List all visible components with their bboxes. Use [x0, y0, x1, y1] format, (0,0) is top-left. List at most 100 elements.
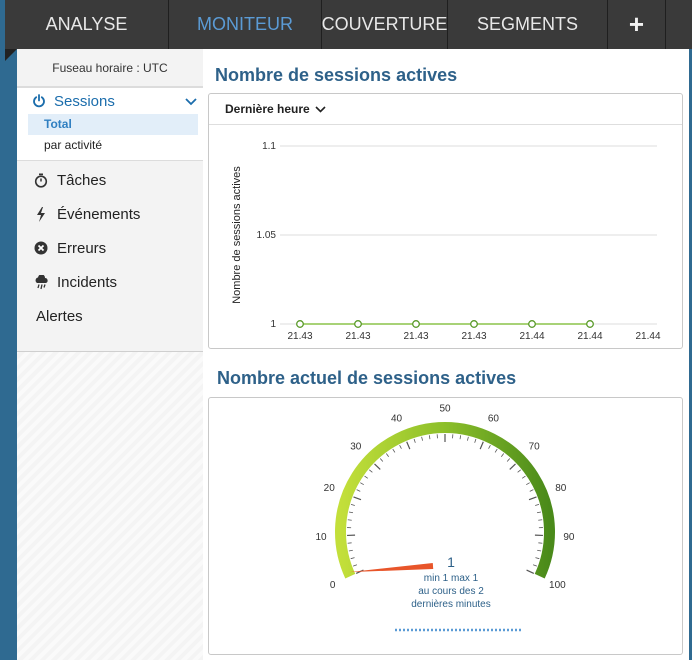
gauge-minor-tick	[474, 438, 477, 443]
storm-cloud-icon	[33, 274, 49, 290]
data-point	[354, 320, 362, 328]
sessions-group: Sessions Total par activité	[17, 87, 203, 161]
data-point	[412, 320, 420, 328]
gauge-major-tick	[353, 496, 362, 501]
data-point	[296, 320, 304, 328]
gauge-tick-label: 80	[555, 483, 567, 494]
gauge-minor-tick	[348, 511, 354, 514]
gauge-tick-label: 30	[350, 441, 362, 452]
sessions-line-chart: 1 1.05 1.1 Nombre de sessions actives 21.43 2…	[231, 141, 661, 342]
x-tick-label: 21.43	[287, 331, 312, 342]
section-title-current-sessions: Nombre actuel de sessions actives	[217, 368, 517, 388]
sidebar-subitem-total[interactable]: Total	[28, 114, 198, 135]
stopwatch-icon	[33, 172, 49, 188]
gauge-tick-label: 10	[316, 532, 328, 543]
gauge-minor-tick	[392, 448, 396, 453]
gauge-minor-tick	[360, 482, 364, 486]
gauge-minor-tick	[537, 549, 542, 552]
gauge-minor-tick	[385, 453, 390, 457]
gauge-minor-tick	[506, 458, 511, 462]
gauge-minor-tick	[538, 519, 543, 521]
gauge-minor-tick	[521, 475, 526, 479]
gauge-minor-tick	[494, 448, 498, 453]
gauge-caption: au cours des 2	[418, 586, 484, 597]
gauge-minor-tick	[421, 436, 423, 441]
chevron-down-icon[interactable]	[185, 93, 197, 110]
gauge-tick-label: 90	[563, 532, 575, 543]
section-title-active-sessions: Nombre de sessions actives	[215, 65, 458, 85]
main-content: Nombre de sessions actives Dernière heur…	[203, 49, 689, 660]
gauge-minor-tick	[500, 453, 505, 457]
gauge-minor-tick	[529, 489, 534, 492]
gauge-tick-label: 50	[439, 404, 451, 415]
gauge-major-tick	[509, 463, 516, 470]
sidebar-item-alertes[interactable]: Alertes	[17, 299, 203, 333]
tab-segments[interactable]: SEGMENTS	[448, 0, 608, 49]
sidebar-item-taches[interactable]: Tâches	[17, 163, 203, 197]
gauge-minor-tick	[356, 489, 361, 492]
tab-moniteur[interactable]: MONITEUR	[169, 0, 322, 49]
gauge-value: 1	[447, 554, 455, 570]
sidebar-item-label: Incidents	[57, 273, 118, 291]
gauge-minor-tick	[526, 482, 530, 486]
gauge-minor-tick	[532, 564, 537, 567]
x-tick-label: 21.43	[345, 331, 370, 342]
y-tick-label: 1.1	[262, 141, 276, 152]
gauge-minor-tick	[459, 435, 462, 440]
timezone-label: Fuseau horaire : UTC	[17, 49, 203, 87]
top-navigation: ANALYSE MONITEUR COUVERTURE SEGMENTS +	[5, 0, 692, 49]
x-tick-label: 21.44	[577, 331, 602, 342]
gauge-major-tick	[406, 441, 411, 450]
sidebar-subitem-par-activite[interactable]: par activité	[44, 138, 103, 152]
x-tick-label: 21.43	[403, 331, 428, 342]
tab-analyse[interactable]: ANALYSE	[5, 0, 169, 49]
error-circle-icon	[33, 240, 49, 256]
gauge-tick-label: 60	[488, 413, 500, 424]
y-axis-label: Nombre de sessions actives	[231, 166, 243, 304]
sidebar-item-incidents[interactable]: Incidents	[17, 265, 203, 299]
gauge-caption: min 1 max 1	[424, 573, 479, 584]
gauge-minor-tick	[369, 469, 373, 473]
gauge-major-tick	[374, 463, 381, 470]
gauge-tick-label: 40	[391, 413, 403, 424]
power-icon	[32, 94, 46, 108]
data-point	[528, 320, 536, 328]
x-tick-label: 21.43	[461, 331, 486, 342]
bolt-icon	[33, 206, 49, 222]
gauge-minor-tick	[536, 511, 542, 514]
gauge-minor-tick	[467, 436, 469, 441]
gauge-minor-tick	[535, 503, 540, 506]
gauge-major-tick	[479, 441, 484, 450]
sidebar-item-label: Tâches	[57, 171, 107, 189]
nav-corner-decoration	[5, 49, 17, 61]
x-tick-label: 21.44	[519, 331, 544, 342]
sidebar-item-erreurs[interactable]: Erreurs	[17, 231, 203, 265]
data-point	[470, 320, 478, 328]
gauge-needle	[349, 563, 434, 573]
gauge-minor-tick	[350, 557, 355, 560]
line-chart-panel: Dernière heure 1 1.05 1.1 Nombre de session…	[208, 93, 683, 349]
gauge-tick-label: 70	[529, 441, 541, 452]
tab-couverture[interactable]: COUVERTURE	[322, 0, 448, 49]
time-range-dropdown[interactable]: Dernière heure	[209, 94, 682, 125]
sidebar-item-label: Erreurs	[57, 239, 107, 257]
gauge-minor-tick	[488, 444, 491, 449]
time-range-label: Dernière heure	[225, 102, 310, 116]
x-tick-label: 21.44	[635, 331, 660, 342]
gauge-minor-tick	[535, 557, 540, 560]
gauge-tick-label: 100	[549, 580, 566, 591]
sidebar-item-label: Sessions	[54, 92, 115, 110]
y-tick-label: 1	[270, 319, 276, 330]
sidebar-item-sessions[interactable]: Sessions	[17, 88, 203, 114]
chevron-down-icon	[315, 102, 326, 116]
gauge-minor-tick	[428, 435, 431, 440]
gauge-arc	[335, 422, 555, 579]
add-tab-button[interactable]: +	[608, 0, 666, 49]
gauge-minor-tick	[364, 475, 369, 479]
gauge-minor-tick	[353, 564, 358, 567]
gauge-minor-tick	[348, 549, 353, 552]
gauge-tick-label: 0	[330, 580, 336, 591]
gauge-minor-tick	[379, 458, 384, 462]
sidebar-item-label: Alertes	[36, 307, 83, 325]
sidebar-item-evenements[interactable]: Événements	[17, 197, 203, 231]
